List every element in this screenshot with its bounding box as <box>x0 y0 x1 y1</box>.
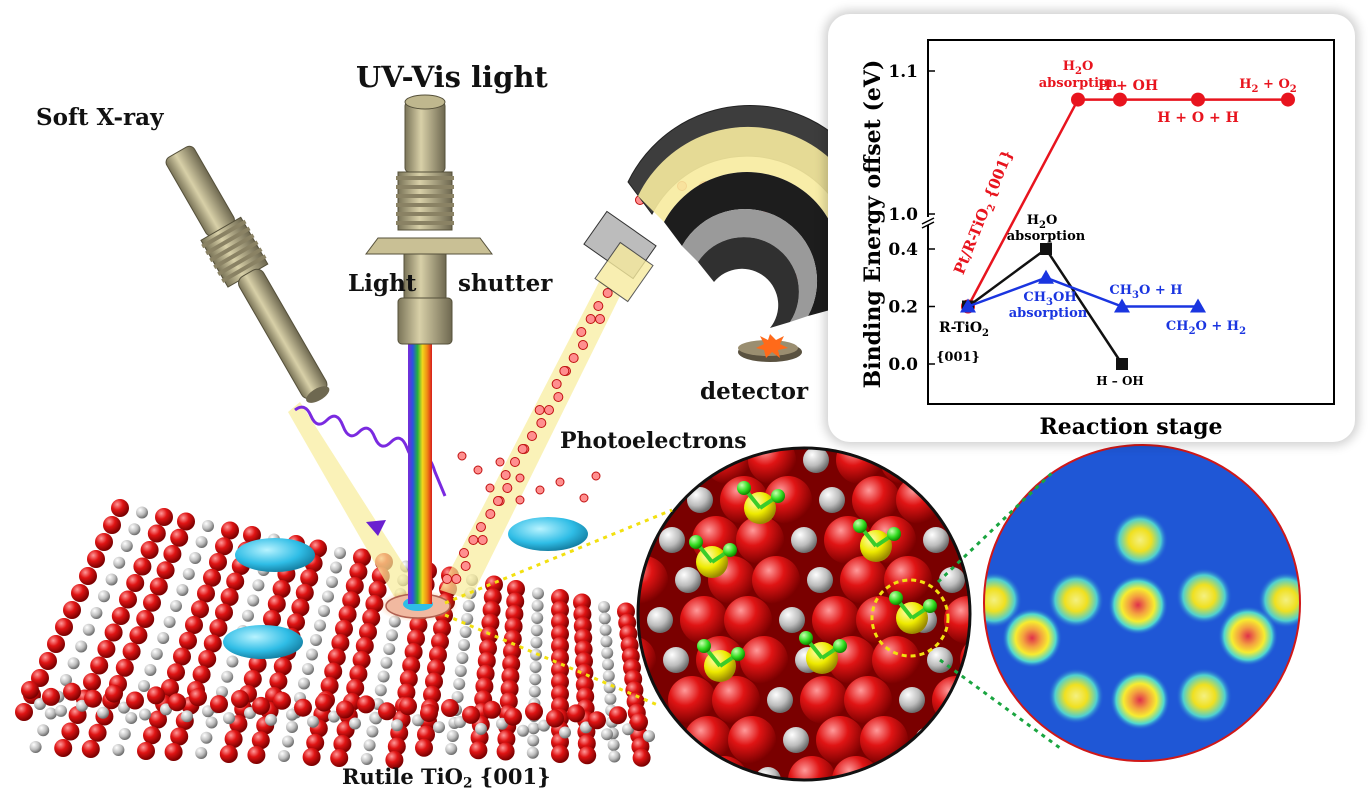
annot-r-tio2: R-TiO2 <box>939 320 989 339</box>
ytick-label: 1.0 <box>888 205 918 225</box>
density-map-circle <box>984 445 1300 761</box>
ytick-label: 1.1 <box>888 62 918 82</box>
zoom-connectors <box>444 468 1061 750</box>
point-marker <box>1114 298 1130 313</box>
ytick-label: 0.2 <box>888 298 918 318</box>
photoelectrons-label: Photoelectrons <box>560 428 747 454</box>
annot-absorption-black: absorption <box>1007 229 1086 244</box>
uv-vis-label: UV-Vis light <box>356 60 548 94</box>
ytick-label: 0.0 <box>888 355 918 375</box>
uv-rainbow-beam <box>408 340 432 604</box>
annot-absorption-blue: absorption <box>1009 306 1088 321</box>
uv-spot <box>378 590 458 622</box>
annot-h2o-abs-red: H2O <box>1063 59 1094 77</box>
series-line-2 <box>967 276 1198 308</box>
annot-ch2o-h2: CH2O + H2 <box>1166 319 1246 337</box>
shutter-label: shutter <box>458 270 553 297</box>
annot-h-o-h: H + O + H <box>1157 110 1239 126</box>
annot-h2o-abs-black: H2O <box>1027 213 1058 231</box>
point-marker <box>1190 298 1206 313</box>
point-marker <box>1191 92 1205 107</box>
ytick-label: 0.4 <box>888 240 918 260</box>
detector-label: detector <box>700 378 809 405</box>
annot-facet: {001} <box>936 350 980 365</box>
annot-absorption-red: absorption <box>1039 76 1118 91</box>
point-marker <box>1113 92 1127 107</box>
annot-ch3oh: CH3OH <box>1023 290 1076 308</box>
annot-ch3o-h: CH3O + H <box>1109 283 1182 301</box>
series-line-0 <box>966 98 1288 308</box>
adsorbate-blobs <box>223 517 588 659</box>
annot-h-minus-oh: H – OH <box>1096 374 1143 388</box>
point-marker <box>1038 269 1054 284</box>
point-marker <box>1071 92 1085 107</box>
annot-pt-series: Pt/R-TiO2 {001} <box>950 147 1019 278</box>
point-marker <box>1040 243 1052 255</box>
axis-break-mark <box>921 221 935 229</box>
density-map-border <box>983 444 1301 762</box>
binding-energy-inset: 0.0 0.2 0.4 1.0 1.1 Binding Energy offset (eV… <box>828 14 1355 442</box>
xray-source-tube <box>165 145 330 403</box>
light-label: Light <box>348 270 417 297</box>
annot-h-oh: H + OH <box>1098 78 1158 94</box>
zoom-atomic-circle <box>638 448 970 780</box>
y-axis-label: Binding Energy offset (eV) <box>860 60 886 389</box>
soft-xray-label: Soft X-ray <box>36 104 164 131</box>
point-marker <box>960 298 976 313</box>
uv-source-tube <box>365 94 493 345</box>
zoom-atomic-border <box>636 446 972 782</box>
x-axis-label: Reaction stage <box>1040 414 1223 440</box>
annot-h2-o2: H2 + O2 <box>1239 77 1297 95</box>
point-marker <box>1116 358 1128 370</box>
point-marker <box>1281 92 1295 107</box>
electron-analyzer <box>583 105 886 362</box>
rutile-caption: Rutile TiO2 {001} <box>342 764 551 792</box>
axis-break-mark <box>921 217 935 225</box>
